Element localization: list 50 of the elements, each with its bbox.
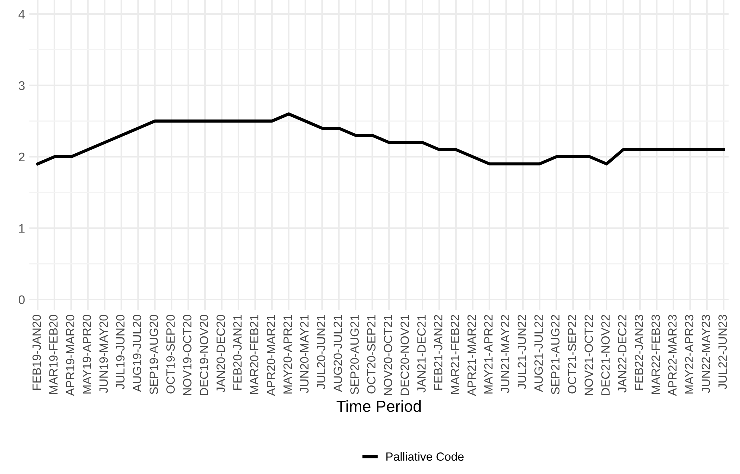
x-tick-label: MAY21-APR22 — [484, 315, 493, 394]
x-tick-label: JAN22-DEC22 — [618, 315, 627, 393]
x-tick-label: APR21-MAR22 — [468, 315, 476, 396]
x-tick-label: MAR22-FEB23 — [652, 315, 660, 394]
x-tick-label: JUL21-JUN22 — [518, 315, 526, 390]
x-tick-label: APR22-MAR23 — [668, 315, 677, 396]
x-axis-title: Time Period — [336, 400, 421, 412]
x-tick-label: JAN20-DEC20 — [216, 315, 226, 393]
x-tick-label: FEB22-JAN23 — [634, 315, 644, 390]
x-tick-label: NOV21-OCT22 — [584, 315, 594, 396]
x-tick-label: FEB21-JAN22 — [434, 315, 443, 390]
x-tick-label: MAR19-FEB20 — [49, 315, 58, 394]
y-tick-label: 4 — [18, 10, 26, 19]
x-tick-label: JUN19-MAY20 — [100, 315, 108, 394]
x-tick-label: MAY19-APR20 — [82, 315, 92, 394]
x-tick-label: OCT20-SEP21 — [367, 315, 376, 394]
x-tick-label: DEC21-NOV22 — [602, 315, 610, 396]
x-tick-label: OCT19-SEP20 — [166, 315, 176, 394]
x-tick-label: AUG20-JUL21 — [334, 315, 342, 392]
x-tick-label: APR19-MAR20 — [66, 315, 75, 396]
x-tick-label: NOV19-OCT20 — [183, 315, 192, 396]
x-tick-label: SEP19-AUG20 — [150, 315, 158, 394]
x-tick-label: AUG21-JUL22 — [534, 315, 544, 392]
x-tick-label: FEB20-JAN21 — [233, 315, 242, 390]
y-tick-label: 0 — [18, 296, 25, 304]
x-tick-label: APR20-MAR21 — [266, 315, 276, 396]
x-tick-label: MAY22-APR23 — [685, 315, 694, 394]
x-tick-label: JUL19-JUN20 — [116, 315, 125, 390]
y-tick-label: 2 — [19, 152, 25, 162]
x-tick-label: MAY20-APR21 — [284, 315, 292, 394]
y-tick-label: 1 — [19, 224, 25, 233]
x-tick-label: SEP20-AUG21 — [350, 315, 360, 394]
line-series — [36, 112, 726, 166]
x-tick-label: DEC20-NOV21 — [400, 315, 410, 396]
x-tick-label: SEP21-AUG22 — [551, 315, 560, 394]
legend-label: Palliative Code — [386, 452, 464, 462]
x-tick-label: AUG19-JUL20 — [133, 315, 142, 392]
x-tick-label: JUL22-JUN23 — [718, 315, 728, 390]
x-tick-label: JAN21-DEC21 — [417, 315, 426, 393]
x-tick-label: NOV20-OCT21 — [384, 315, 392, 396]
y-tick-label: 3 — [18, 81, 25, 90]
x-tick-label: DEC19-NOV20 — [200, 315, 208, 396]
x-tick-label: MAR20-FEB21 — [250, 315, 259, 394]
x-tick-label: JUL20-JUN21 — [317, 315, 326, 390]
x-tick-label: OCT21-SEP22 — [568, 315, 577, 394]
x-tick-label: MAR21-FEB22 — [450, 315, 460, 394]
x-tick-label: FEB19-JAN20 — [32, 315, 42, 390]
x-tick-label: JUN22-MAY23 — [702, 315, 710, 394]
x-tick-label: JUN20-MAY21 — [300, 315, 309, 394]
x-tick-label: JUN21-MAY22 — [501, 315, 510, 394]
